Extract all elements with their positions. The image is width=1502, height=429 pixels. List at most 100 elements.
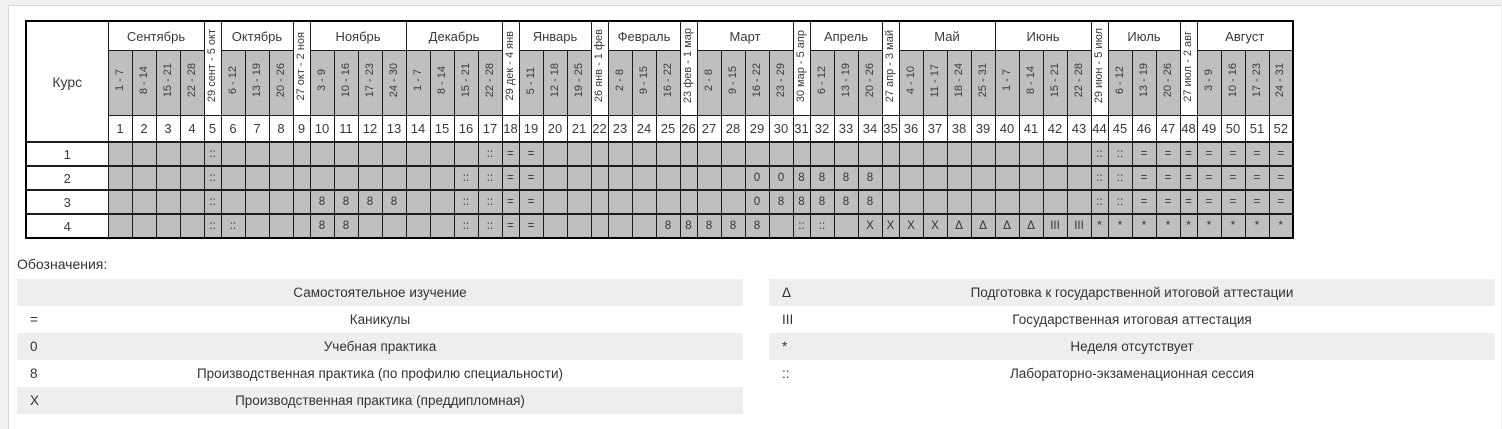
- week-range-label: 22 - 28: [1072, 63, 1085, 98]
- week-cell: [155, 189, 181, 215]
- week-range-label: 17 - 23: [363, 63, 376, 98]
- week-cell: [590, 165, 609, 191]
- week-cell: [292, 141, 311, 167]
- week-number: 7: [244, 115, 270, 143]
- week-cell: 8: [357, 189, 383, 215]
- week-cell: =: [1179, 141, 1198, 167]
- week-cell: =: [1196, 189, 1222, 215]
- week-range-label: 13 - 19: [839, 63, 852, 98]
- week-cell: [898, 141, 924, 167]
- week-number: 34: [857, 115, 883, 143]
- week-cell: [292, 165, 311, 191]
- week-cell: 8: [655, 213, 681, 239]
- course-number: 1: [25, 141, 109, 167]
- week-range-label: 17 - 23: [1250, 63, 1263, 98]
- week-range-label: 8 - 14: [137, 66, 150, 95]
- course-row: 4:::: 8 8:::: = = 8 8 8 8 8:::: X X X X Δ Δ Δ Δ III III * * * *…: [25, 213, 1294, 239]
- week-cell: [179, 213, 205, 239]
- week-number: 17: [477, 115, 503, 143]
- week-range-header: 16 - 22: [655, 50, 681, 116]
- week-cell: [405, 141, 431, 167]
- week-cell: [946, 141, 972, 167]
- week-cell: ::: [477, 141, 503, 167]
- legend-symbol: 0: [30, 339, 38, 354]
- month-header: Август: [1196, 20, 1294, 51]
- week-number: 29: [744, 115, 770, 143]
- legend-symbol: =: [30, 312, 38, 327]
- week-cell: [994, 141, 1020, 167]
- week-cell: [994, 165, 1020, 191]
- week-range-header: 8 - 14: [131, 50, 157, 116]
- week-cell: [131, 141, 157, 167]
- week-cell: [590, 141, 609, 167]
- week-cell: =: [1244, 165, 1270, 191]
- week-range-label: 4 - 10: [904, 66, 917, 95]
- week-number: 24: [631, 115, 657, 143]
- week-cell: =: [518, 189, 544, 215]
- week-range-header: 6 - 12: [809, 50, 835, 116]
- content-panel: Курс Сентябрь 29 сент - 5 окт Октябрь 27 окт…: [8, 5, 1501, 429]
- week-cell: =: [1220, 189, 1246, 215]
- week-number: 41: [1018, 115, 1044, 143]
- week-number: 27: [696, 115, 722, 143]
- week-number: 10: [309, 115, 335, 143]
- week-range-label: 1 - 7: [411, 69, 424, 92]
- week-number: 8: [268, 115, 294, 143]
- week-cell: 8: [696, 213, 722, 239]
- week-range-header: 22 - 28: [179, 50, 205, 116]
- week-cell: [429, 213, 455, 239]
- week-cell: [292, 213, 311, 239]
- week-cell: ::: [220, 213, 246, 239]
- week-cell: 0: [744, 165, 770, 191]
- week-number: 5: [203, 115, 222, 143]
- week-cell: =: [1196, 165, 1222, 191]
- week-number: 45: [1107, 115, 1133, 143]
- week-cell: =: [501, 213, 520, 239]
- week-cell: [155, 165, 181, 191]
- week-number: 48: [1179, 115, 1198, 143]
- week-range-header: 8 - 14: [1018, 50, 1044, 116]
- week-cell: =: [1155, 165, 1181, 191]
- week-cell: [970, 165, 996, 191]
- week-number: 50: [1220, 115, 1246, 143]
- week-cell: [1066, 189, 1092, 215]
- week-range-label: 24 - 30: [387, 63, 400, 98]
- week-cell: [768, 141, 794, 167]
- week-cell: [590, 189, 609, 215]
- week-cell: [333, 141, 359, 167]
- week-cell: [179, 141, 205, 167]
- week-cell: =: [1268, 189, 1294, 215]
- week-cell: [453, 141, 479, 167]
- week-cell: [946, 189, 972, 215]
- bridge-week-header: 27 апр - 3 май: [881, 20, 900, 116]
- week-cell: 8: [744, 213, 770, 239]
- legend-title: Обозначения:: [17, 256, 108, 272]
- week-cell: 8: [857, 189, 883, 215]
- week-cell: [268, 141, 294, 167]
- week-cell: 8: [768, 189, 794, 215]
- week-range-label: 24 - 31: [1274, 63, 1287, 98]
- week-cell: [542, 189, 568, 215]
- week-number: 14: [405, 115, 431, 143]
- week-cell: 8: [720, 213, 746, 239]
- week-cell: 8: [333, 213, 359, 239]
- week-cell: [744, 141, 770, 167]
- week-cell: [179, 165, 205, 191]
- week-range-label: 5 - 11: [524, 66, 537, 95]
- week-range-label: 12 - 18: [548, 63, 561, 98]
- week-cell: [333, 165, 359, 191]
- week-range-header: 15 - 21: [1042, 50, 1068, 116]
- week-range-label: 8 - 14: [1024, 66, 1037, 95]
- week-cell: ::: [1107, 189, 1133, 215]
- week-number: 51: [1244, 115, 1270, 143]
- legend-row: Самостоятельное изучение: [17, 279, 743, 306]
- bridge-week-label: 29 сент - 5 окт: [206, 29, 218, 103]
- week-range-label: 22 - 28: [185, 63, 198, 98]
- legend-label: Каникулы: [349, 312, 411, 327]
- week-cell: ::: [453, 213, 479, 239]
- week-cell: [381, 165, 407, 191]
- week-cell: [566, 165, 592, 191]
- week-number: 19: [518, 115, 544, 143]
- course-number: 2: [25, 165, 109, 191]
- week-range-header: 8 - 14: [429, 50, 455, 116]
